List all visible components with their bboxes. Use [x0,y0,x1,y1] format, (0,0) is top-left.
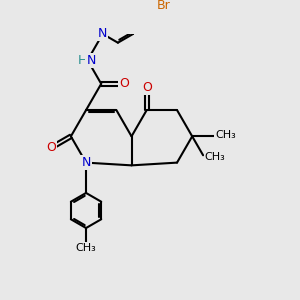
Text: CH₃: CH₃ [204,152,225,162]
Text: N: N [81,156,91,169]
Text: O: O [46,141,56,154]
Text: O: O [142,81,152,94]
Text: N: N [86,54,96,67]
Text: Br: Br [157,0,170,12]
Text: H: H [78,54,88,67]
Text: CH₃: CH₃ [215,130,236,140]
Text: N: N [98,27,107,40]
Text: O: O [119,77,129,90]
Text: CH₃: CH₃ [76,243,96,253]
